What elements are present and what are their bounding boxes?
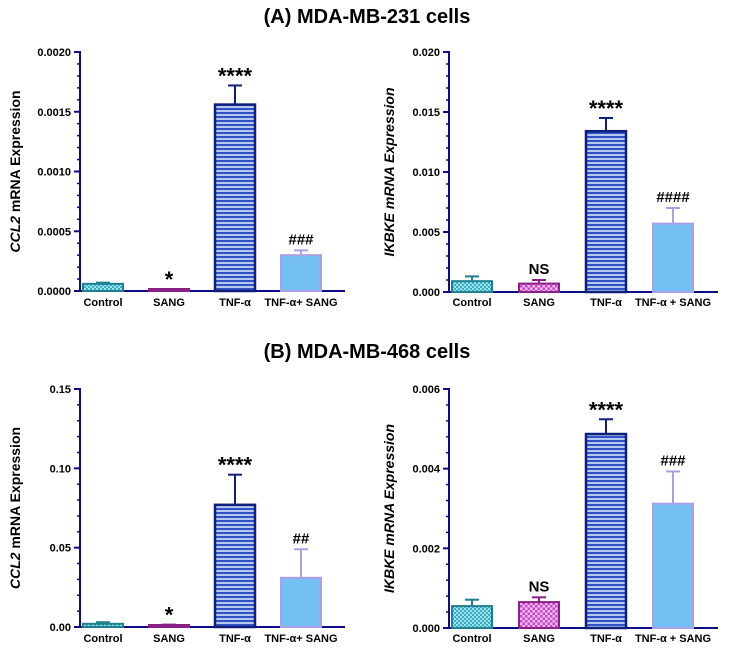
category-label: Control: [83, 633, 122, 645]
category-label: SANG: [523, 297, 555, 309]
category-label: TNF-α + SANG: [635, 633, 711, 645]
y-tick-label: 0.10: [50, 463, 71, 475]
y-axis-label: CCL2 mRNA Expression: [7, 90, 23, 252]
chart-a-ccl2: 0.0000 0.0005 0.0010 0.0015 0.0020 Control * SA…: [7, 47, 345, 309]
significance-label: ##: [293, 530, 310, 547]
category-label: TNF-α + SANG: [635, 297, 711, 309]
y-tick-label: 0.010: [412, 167, 440, 179]
bar-tnf-sang: [280, 254, 322, 292]
category-label: Control: [452, 297, 491, 309]
bar-tnf-: [213, 503, 257, 629]
y-tick-label: 0.000: [412, 287, 440, 299]
y-axis-label-italic: CCL2: [7, 552, 23, 589]
y-axis-label-italic: IKBKE mRNA Expression: [381, 424, 397, 593]
bar-tnf-: [584, 129, 628, 294]
y-axis-label: CCL2 mRNA Expression: [7, 427, 23, 589]
significance-label: ****: [218, 453, 253, 478]
y-tick-label: 0.006: [412, 384, 440, 396]
y-axis-label-rest: mRNA Expression: [7, 90, 23, 216]
category-label: TNF-α: [219, 297, 251, 309]
significance-label: *: [165, 603, 174, 628]
category-label: Control: [452, 633, 491, 645]
y-axis-label: IKBKE mRNA Expression: [381, 87, 397, 256]
section-title-a: (A) MDA-MB-231 cells: [263, 6, 471, 28]
category-label: SANG: [153, 297, 185, 309]
chart-a-ikbke: 0.000 0.005 0.010 0.015 0.020 Control NS SANG **…: [381, 47, 718, 309]
significance-label: ###: [660, 452, 686, 469]
y-tick-label: 0.05: [50, 543, 71, 555]
y-tick-label: 0.000: [412, 623, 440, 635]
significance-label: ****: [589, 397, 624, 422]
bar-sang: [518, 601, 560, 630]
y-axis-label-rest: mRNA Expression: [7, 427, 23, 553]
y-axis-label-italic: IKBKE mRNA Expression: [381, 87, 397, 256]
chart-b-ikbke: 0.000 0.002 0.004 0.006 Control NS SANG **** TNF…: [381, 384, 718, 645]
significance-label: *: [165, 267, 174, 292]
category-label: TNF-α: [590, 633, 622, 645]
category-label: SANG: [153, 633, 185, 645]
category-label: TNF-α+ SANG: [264, 633, 337, 645]
significance-label: NS: [529, 578, 550, 595]
y-tick-label: 0.0015: [37, 107, 71, 119]
y-tick-label: 0.020: [412, 47, 440, 59]
category-label: Control: [83, 297, 122, 309]
bar-tnf-sang: [652, 222, 694, 294]
significance-label: ####: [656, 189, 690, 206]
bar-sang: [148, 624, 190, 628]
y-axis-label-italic: CCL2: [7, 216, 23, 253]
category-label: SANG: [523, 633, 555, 645]
bar-control: [451, 280, 493, 294]
y-tick-label: 0.00: [50, 622, 71, 634]
category-label: TNF-α: [219, 633, 251, 645]
y-tick-label: 0.015: [412, 107, 440, 119]
y-tick-label: 0.0020: [37, 47, 71, 59]
y-tick-label: 0.005: [412, 227, 440, 239]
y-tick-label: 0.0005: [37, 226, 71, 238]
bar-sang: [148, 288, 190, 292]
y-tick-label: 0.15: [50, 384, 71, 396]
category-label: TNF-α+ SANG: [264, 297, 337, 309]
bar-tnf-sang: [280, 576, 322, 629]
section-title-b: (B) MDA-MB-468 cells: [263, 341, 471, 363]
y-tick-label: 0.002: [412, 543, 440, 555]
bar-control: [82, 622, 124, 628]
chart-b-ccl2: 0.00 0.05 0.10 0.15 Control * SANG **** TNF-α ## T…: [7, 384, 345, 645]
bar-sang: [518, 282, 560, 294]
y-tick-label: 0.004: [412, 464, 440, 476]
bar-tnf-sang: [652, 502, 694, 629]
y-tick-label: 0.0010: [37, 167, 71, 179]
significance-label: ****: [589, 96, 624, 121]
bar-control: [82, 282, 124, 292]
bar-tnf-: [213, 103, 257, 293]
significance-label: ****: [218, 63, 253, 88]
bar-tnf-: [584, 432, 628, 630]
bar-control: [451, 605, 493, 630]
y-axis-label: IKBKE mRNA Expression: [381, 424, 397, 593]
significance-label: ###: [288, 231, 314, 248]
significance-label: NS: [529, 261, 550, 278]
y-tick-label: 0.0000: [37, 286, 71, 298]
category-label: TNF-α: [590, 297, 622, 309]
